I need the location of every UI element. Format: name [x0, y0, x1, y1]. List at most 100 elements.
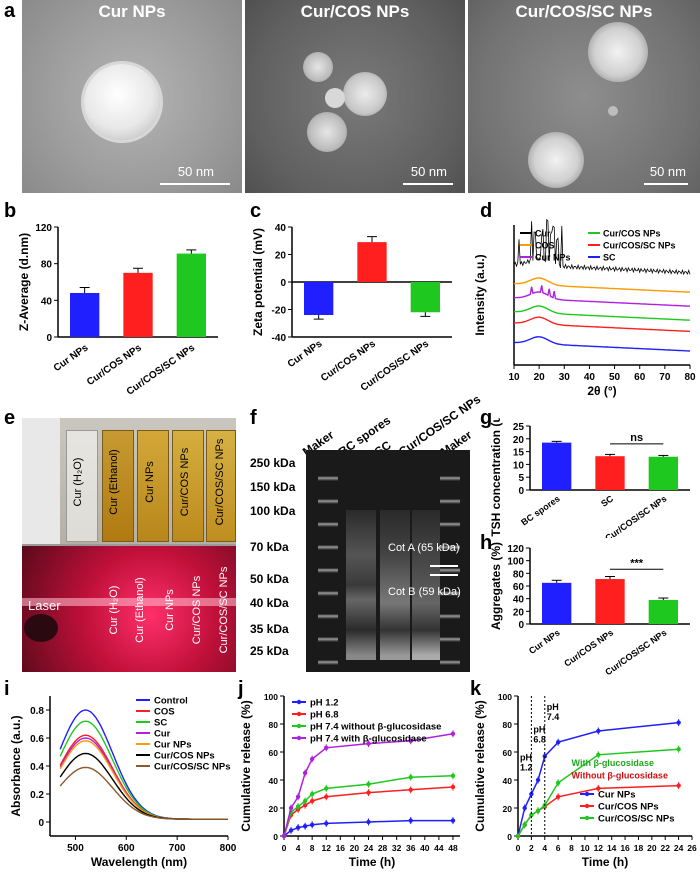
photo-e-cuvettes: Laser Cur (H₂O) Cur (Ethanol) Cur NPs Cu…: [22, 418, 236, 672]
legend-label: Cur: [154, 729, 171, 740]
y-tick-label: 20: [513, 607, 525, 618]
tem-image-cur-cos-sc-nps: Cur/COS/SC NPs 50 nm: [468, 0, 700, 193]
y-tick-label: 20: [513, 435, 525, 446]
nanoparticle: [528, 132, 584, 188]
bar: [595, 579, 625, 624]
x-tick-label: 16: [336, 843, 346, 853]
x-tick-label: 44: [434, 843, 444, 853]
panel-label-j: j: [238, 678, 244, 700]
y-tick-label: 100: [264, 692, 278, 702]
y-tick-label: 0: [507, 832, 512, 842]
y-tick-label: 80: [513, 569, 525, 580]
tem-title: Cur/COS/SC NPs: [515, 2, 653, 21]
x-tick-label: 12: [594, 843, 604, 853]
x-tick-label: 20: [534, 372, 546, 383]
gel-image: Cot A (65 kDa) Cot B (59 kDa): [306, 450, 470, 672]
tem-title: Cur NPs: [98, 2, 166, 21]
panel-label-b: b: [4, 200, 17, 222]
legend-marker: [296, 711, 302, 717]
cuvette-label: Cur (Ethanol): [108, 449, 120, 515]
laser-label: Laser: [28, 598, 61, 613]
panel-label-c: c: [250, 200, 262, 222]
tem-image-cur-cos-nps: Cur/COS NPs 50 nm: [245, 0, 465, 193]
annotation-label: Without β-glucosidase: [572, 771, 668, 781]
chart-i-absorbance: 0 0.2 0.4 0.6 0.8 500 600 700 800 Wavelength (nm)…: [9, 696, 236, 870]
photo-e-top: [22, 418, 236, 544]
scale-bar: [644, 183, 688, 185]
significance-label: ***: [630, 557, 644, 569]
legend-label: Cur NPs: [598, 790, 635, 801]
y-tick-label: 120: [507, 544, 524, 555]
series-line: [59, 766, 228, 820]
phase-label: pH: [547, 702, 559, 712]
phase-label: pH: [533, 724, 545, 734]
x-tick-label: 500: [67, 843, 84, 854]
bar: [410, 282, 440, 313]
y-tick-label: 0.2: [30, 790, 44, 801]
arrow-cot-a: [430, 565, 458, 567]
series-line: [514, 316, 691, 333]
x-tick-label: 4: [542, 843, 547, 853]
cuvette-label: Cur/COS/SC NPs: [218, 566, 230, 654]
x-axis-label: Time (h): [582, 855, 628, 869]
panel-label-f: f: [250, 407, 257, 429]
nanoparticle: [325, 88, 345, 108]
y-tick-label: 0: [46, 333, 52, 344]
legend-marker: [296, 723, 302, 729]
legend-label: Cur NPs: [535, 253, 571, 263]
legend-marker: [584, 815, 590, 821]
y-tick-label: 40: [513, 595, 525, 606]
scale-label: 50 nm: [410, 164, 447, 179]
x-axis-label: Wavelength (nm): [91, 855, 187, 869]
x-tick-label: 600: [118, 843, 135, 854]
y-axis-label: TSH concentration (umol/L): [489, 418, 503, 537]
nanoparticle: [307, 112, 347, 152]
y-axis-label: Absorbance (a.u.): [9, 715, 23, 816]
bar: [542, 442, 572, 490]
x-tick-label: 50: [609, 372, 621, 383]
series-line: [59, 734, 228, 820]
cuvette-label: Cur NPs: [144, 461, 156, 503]
legend-label: pH 1.2: [310, 698, 339, 709]
nanoparticle: [588, 22, 648, 82]
cuvette-label: Cur (H₂O): [108, 585, 120, 635]
legend-label: pH 7.4 with β-glucosidase: [310, 734, 427, 745]
y-tick-label: 10: [513, 460, 525, 471]
data-point: [515, 833, 521, 839]
cuvette: [206, 430, 236, 542]
legend-label: COS: [154, 707, 175, 718]
gel-lane-labels: Maker BC spores SC Cur/COS/SC NPs Maker: [300, 392, 483, 459]
cuvette-label: Cur/COS NPs: [179, 447, 191, 517]
x-tick-label: 0: [516, 843, 521, 853]
y-axis-label: Z-Average (d.nm): [17, 233, 31, 331]
series-line: [514, 277, 691, 293]
legend-marker: [296, 735, 302, 741]
x-axis-label: 2θ (°): [587, 384, 616, 398]
category-label: BC spores: [519, 493, 562, 527]
legend-label: Cur/COS NPs: [603, 229, 661, 239]
x-axis-label: Time (h): [349, 855, 395, 869]
x-tick-label: 20: [647, 843, 657, 853]
y-tick-label: 0: [518, 620, 524, 631]
bar: [357, 242, 387, 282]
cuvette: [102, 430, 134, 542]
x-tick-label: 10: [580, 843, 590, 853]
bar: [595, 456, 625, 490]
arrow-cot-b: [430, 574, 458, 576]
x-tick-label: 70: [659, 372, 671, 383]
x-tick-label: 24: [364, 843, 374, 853]
x-tick-label: 40: [584, 372, 596, 383]
bar: [648, 456, 678, 490]
legend-label: Cur/COS/SC NPs: [154, 762, 231, 773]
cuvette: [172, 430, 204, 542]
x-tick-label: 80: [684, 372, 696, 383]
bar: [70, 293, 100, 337]
nanoparticle: [608, 106, 618, 116]
category-label: Cur NPs: [286, 338, 325, 370]
x-tick-label: 16: [620, 843, 630, 853]
x-tick-label: 8: [569, 843, 574, 853]
phase-label: 6.8: [533, 734, 546, 744]
panel-label-g: g: [480, 407, 493, 429]
